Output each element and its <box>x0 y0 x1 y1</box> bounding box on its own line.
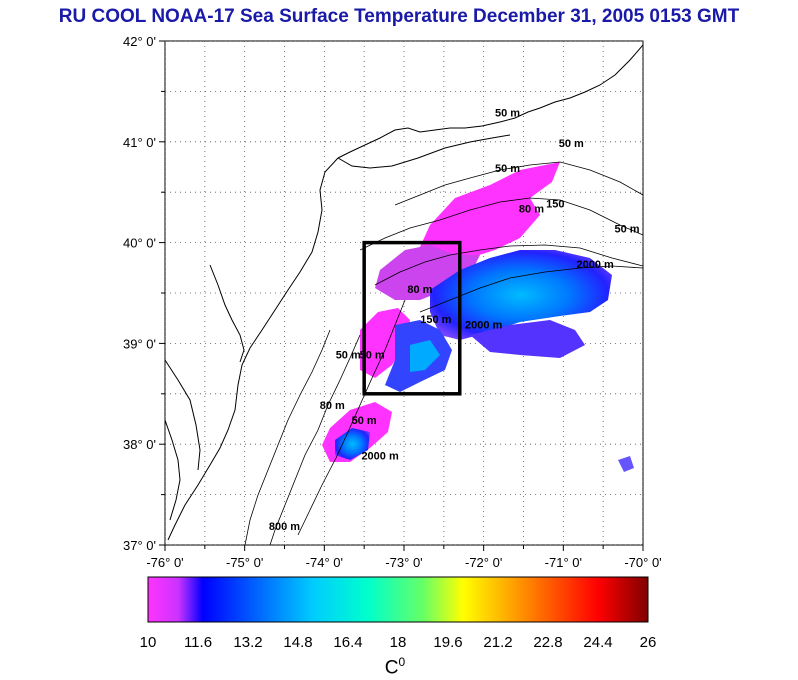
contour-label: 50 m <box>495 108 520 120</box>
lon-tick-label: -76° 0' <box>146 555 183 570</box>
sst-patch-south-blue <box>335 428 370 460</box>
figure-title: RU COOL NOAA-17 Sea Surface Temperature … <box>58 6 740 27</box>
colorbar-tick-label: 10 <box>140 634 157 651</box>
colorbar-unit-label: C0 <box>370 655 420 679</box>
contour-label: 50 m <box>352 415 377 427</box>
contour-label: 50 m <box>495 163 520 175</box>
lon-tick-label: -71° 0' <box>545 555 582 570</box>
contour-label: 2000 m <box>361 450 399 462</box>
contour-label: 2000 m <box>577 259 615 271</box>
contour-label: 150 m <box>420 314 451 326</box>
colorbar-tick-label: 13.2 <box>233 634 262 651</box>
contour-label: 80 m <box>320 400 345 412</box>
colorbar-tick-label: 19.6 <box>433 634 462 651</box>
lat-tick-label: 42° 0' <box>123 34 156 49</box>
lon-tick-label: -74° 0' <box>306 555 343 570</box>
coastline <box>165 44 643 541</box>
lat-tick-label: 37° 0' <box>123 538 156 553</box>
lon-tick-label: -70° 0' <box>624 555 661 570</box>
contour-50m <box>394 161 643 206</box>
nj-coast <box>167 157 339 541</box>
colorbar-tick-label: 26 <box>640 634 657 651</box>
lon-tick-label: -73° 0' <box>385 555 422 570</box>
long-island-south-shore <box>337 134 511 169</box>
lat-tick-label: 38° 0' <box>123 437 156 452</box>
contour-label: 800 m <box>269 521 300 533</box>
unit-base: C <box>384 657 399 679</box>
unit-superscript: 0 <box>398 655 406 669</box>
delaware-bay <box>209 264 245 363</box>
contour-80m <box>359 197 643 251</box>
contour-2000m <box>419 265 643 313</box>
lon-tick-label: -75° 0' <box>226 555 263 570</box>
contour-label: 50 m <box>559 138 584 150</box>
lon-tick-label: -72° 0' <box>465 555 502 570</box>
contour-150m <box>374 244 643 286</box>
chesapeake-shore <box>165 419 181 521</box>
colorbar-tick-label: 16.4 <box>333 634 362 651</box>
contour-label: 150 <box>546 198 564 210</box>
sst-patch-east-fringe <box>470 320 585 358</box>
contour-label: 50 m <box>336 350 361 362</box>
contour-label: 50 m <box>615 224 640 236</box>
colorbar-tick-label: 24.4 <box>583 634 612 651</box>
colorbar-tick-labels: 10 11.6 13.2 14.8 16.4 18 19.6 21.2 22.8 24.4 26 <box>140 634 657 651</box>
sst-patch-gulfstream <box>430 250 612 340</box>
sst-patch-far-east <box>618 456 634 472</box>
contour-label: 80 m <box>519 203 544 215</box>
lat-tick-label: 41° 0' <box>123 135 156 150</box>
axis-ticks <box>159 40 644 551</box>
lat-tick-label: 39° 0' <box>123 336 156 351</box>
colorbar-tick-label: 11.6 <box>184 634 212 651</box>
contour-label: 80 m <box>407 284 432 296</box>
colorbar-tick-label: 22.8 <box>533 634 562 651</box>
new-england-coast <box>337 44 643 159</box>
contour-shelf-south-c <box>297 299 406 536</box>
graticule <box>165 41 643 545</box>
contour-label: 50 m <box>360 350 385 362</box>
colorbar-tick-label: 18 <box>390 634 407 651</box>
contour-shelf-south-a <box>244 329 331 545</box>
axis-labels: -76° 0' -75° 0' -74° 0' -73° 0' -72° 0' -71° … <box>123 34 662 570</box>
colorbar <box>147 576 649 623</box>
bathymetry-contours <box>244 161 643 545</box>
lat-tick-label: 40° 0' <box>123 236 156 251</box>
contour-shelf-south-b <box>269 334 361 545</box>
colorbar-tick-label: 14.8 <box>283 634 312 651</box>
sst-patch-north-violet <box>375 245 480 300</box>
sst-patch-slope-cyan <box>410 340 440 372</box>
study-area-box <box>362 240 462 396</box>
sst-patch-north <box>415 162 560 262</box>
sst-patches <box>322 162 634 472</box>
delmarva-inner <box>165 359 201 471</box>
colorbar-tick-label: 21.2 <box>483 634 512 651</box>
contour-label: 2000 m <box>465 319 503 331</box>
